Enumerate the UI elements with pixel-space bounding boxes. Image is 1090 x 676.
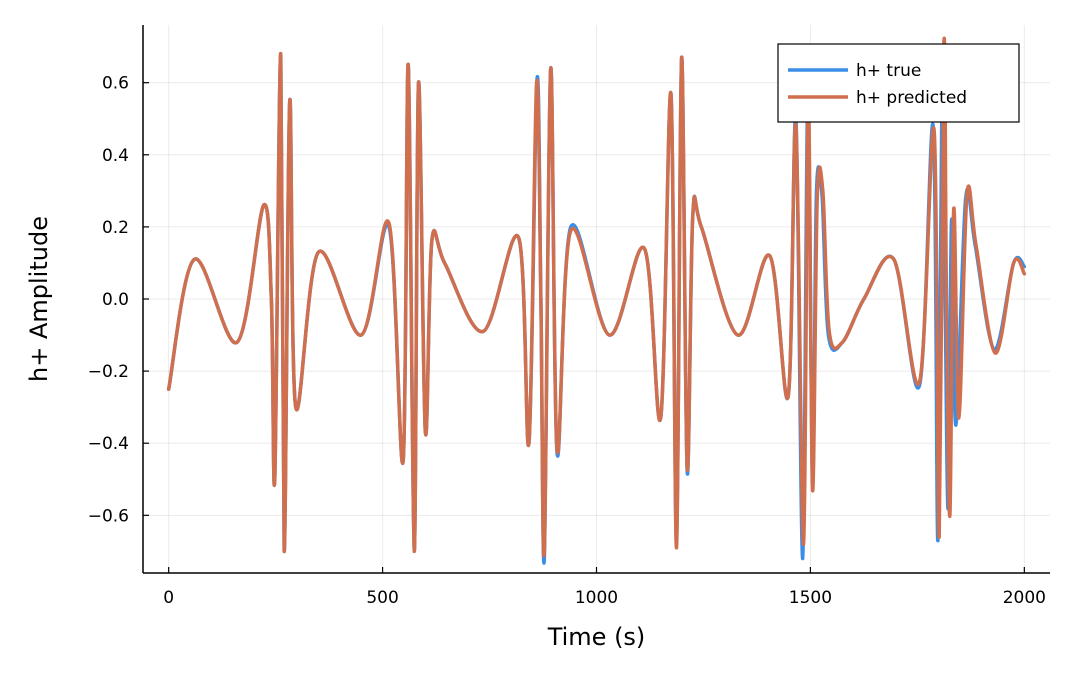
plot-area — [166, 36, 1027, 565]
legend-label-true: h+ true — [856, 61, 921, 81]
y-tick-label: −0.6 — [88, 506, 129, 526]
legend-box — [777, 43, 1020, 123]
y-tick-label: −0.2 — [88, 362, 129, 382]
y-tick-label: 0.4 — [102, 146, 129, 166]
tick-labels: 0 500 1000 1500 2000 −0.6 −0.4 −0.2 0.0 0.2 0.4 0.6 — [88, 74, 1046, 608]
legend-label-predicted: h+ predicted — [856, 88, 967, 108]
legend: h+ true h+ predicted — [777, 43, 1020, 123]
axes — [142, 25, 1050, 574]
y-axis-label: h+ Amplitude — [25, 216, 53, 382]
x-tick-label: 1000 — [575, 588, 618, 608]
x-tick-label: 500 — [366, 588, 398, 608]
x-tick-label: 0 — [163, 588, 174, 608]
series-line-predicted — [166, 36, 1027, 558]
x-axis-label: Time (s) — [547, 623, 646, 651]
y-tick-label: 0.0 — [102, 290, 129, 310]
y-tick-label: −0.4 — [88, 434, 129, 454]
x-tick-label: 1500 — [789, 588, 832, 608]
y-tick-label: 0.6 — [102, 74, 129, 94]
y-tick-label: 0.2 — [102, 218, 129, 238]
x-tick-label: 2000 — [1003, 588, 1046, 608]
